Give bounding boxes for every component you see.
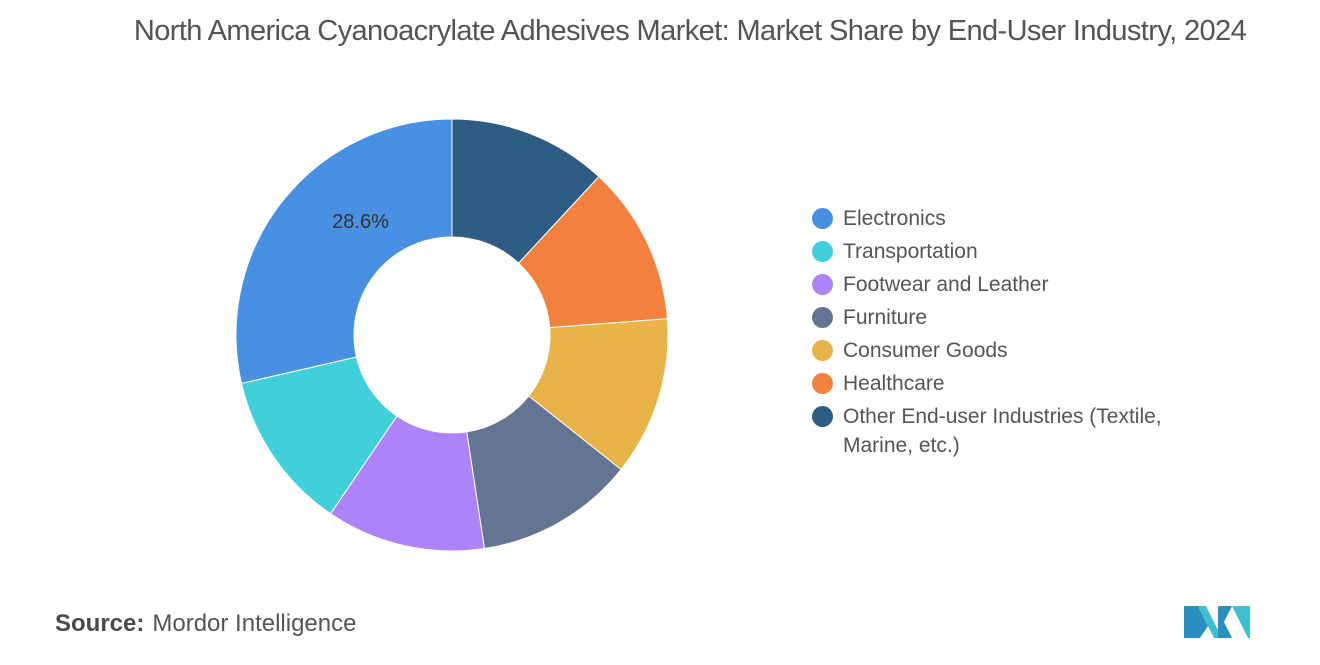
legend-label: Consumer Goods (843, 339, 1008, 362)
slice-data-label: 28.6% (332, 211, 389, 233)
legend-item: Consumer Goods (812, 336, 1212, 365)
legend-label: Furniture (843, 306, 928, 329)
legend-item: Electronics (812, 204, 1212, 233)
source-value: Mordor Intelligence (152, 610, 357, 637)
legend-item: Healthcare (812, 369, 1212, 398)
donut-slice-electronics (235, 118, 453, 385)
donut-slice-consumer-goods (527, 318, 669, 471)
legend-swatch (812, 406, 833, 427)
legend-label: Healthcare (843, 372, 945, 395)
legend-swatch (812, 208, 833, 229)
legend-label: Footwear and Leather (843, 273, 1049, 296)
legend-label: Transportation (843, 240, 978, 263)
donut-slice-furniture (466, 395, 622, 550)
legend-swatch (812, 307, 833, 328)
mordor-intelligence-logo (1184, 606, 1250, 638)
chart-legend: Electronics Transportation Footwear and Le… (812, 204, 1212, 464)
chart-title: North America Cyanoacrylate Adhesives Ma… (133, 15, 1247, 47)
legend-item: Footwear and Leather (812, 270, 1212, 299)
legend-swatch (812, 241, 833, 262)
legend-item: Transportation (812, 237, 1212, 266)
legend-swatch (812, 340, 833, 361)
legend-label: Other End-user Industries (Textile, Mari… (843, 405, 1162, 457)
legend-swatch (812, 373, 833, 394)
donut-slice-other-end-user-industries-textile-marine-etc (451, 118, 600, 264)
source-label: Source: (55, 610, 145, 637)
legend-label: Electronics (843, 207, 946, 230)
source-line: Source: Mordor Intelligence (55, 610, 356, 638)
legend-swatch (812, 274, 833, 295)
legend-item: Other End-user Industries (Textile, Mari… (812, 402, 1212, 460)
donut-slice-healthcare (517, 175, 668, 329)
donut-slice-footwear-and-leather (329, 415, 486, 552)
legend-item: Furniture (812, 303, 1212, 332)
donut-slice-transportation (240, 356, 398, 515)
